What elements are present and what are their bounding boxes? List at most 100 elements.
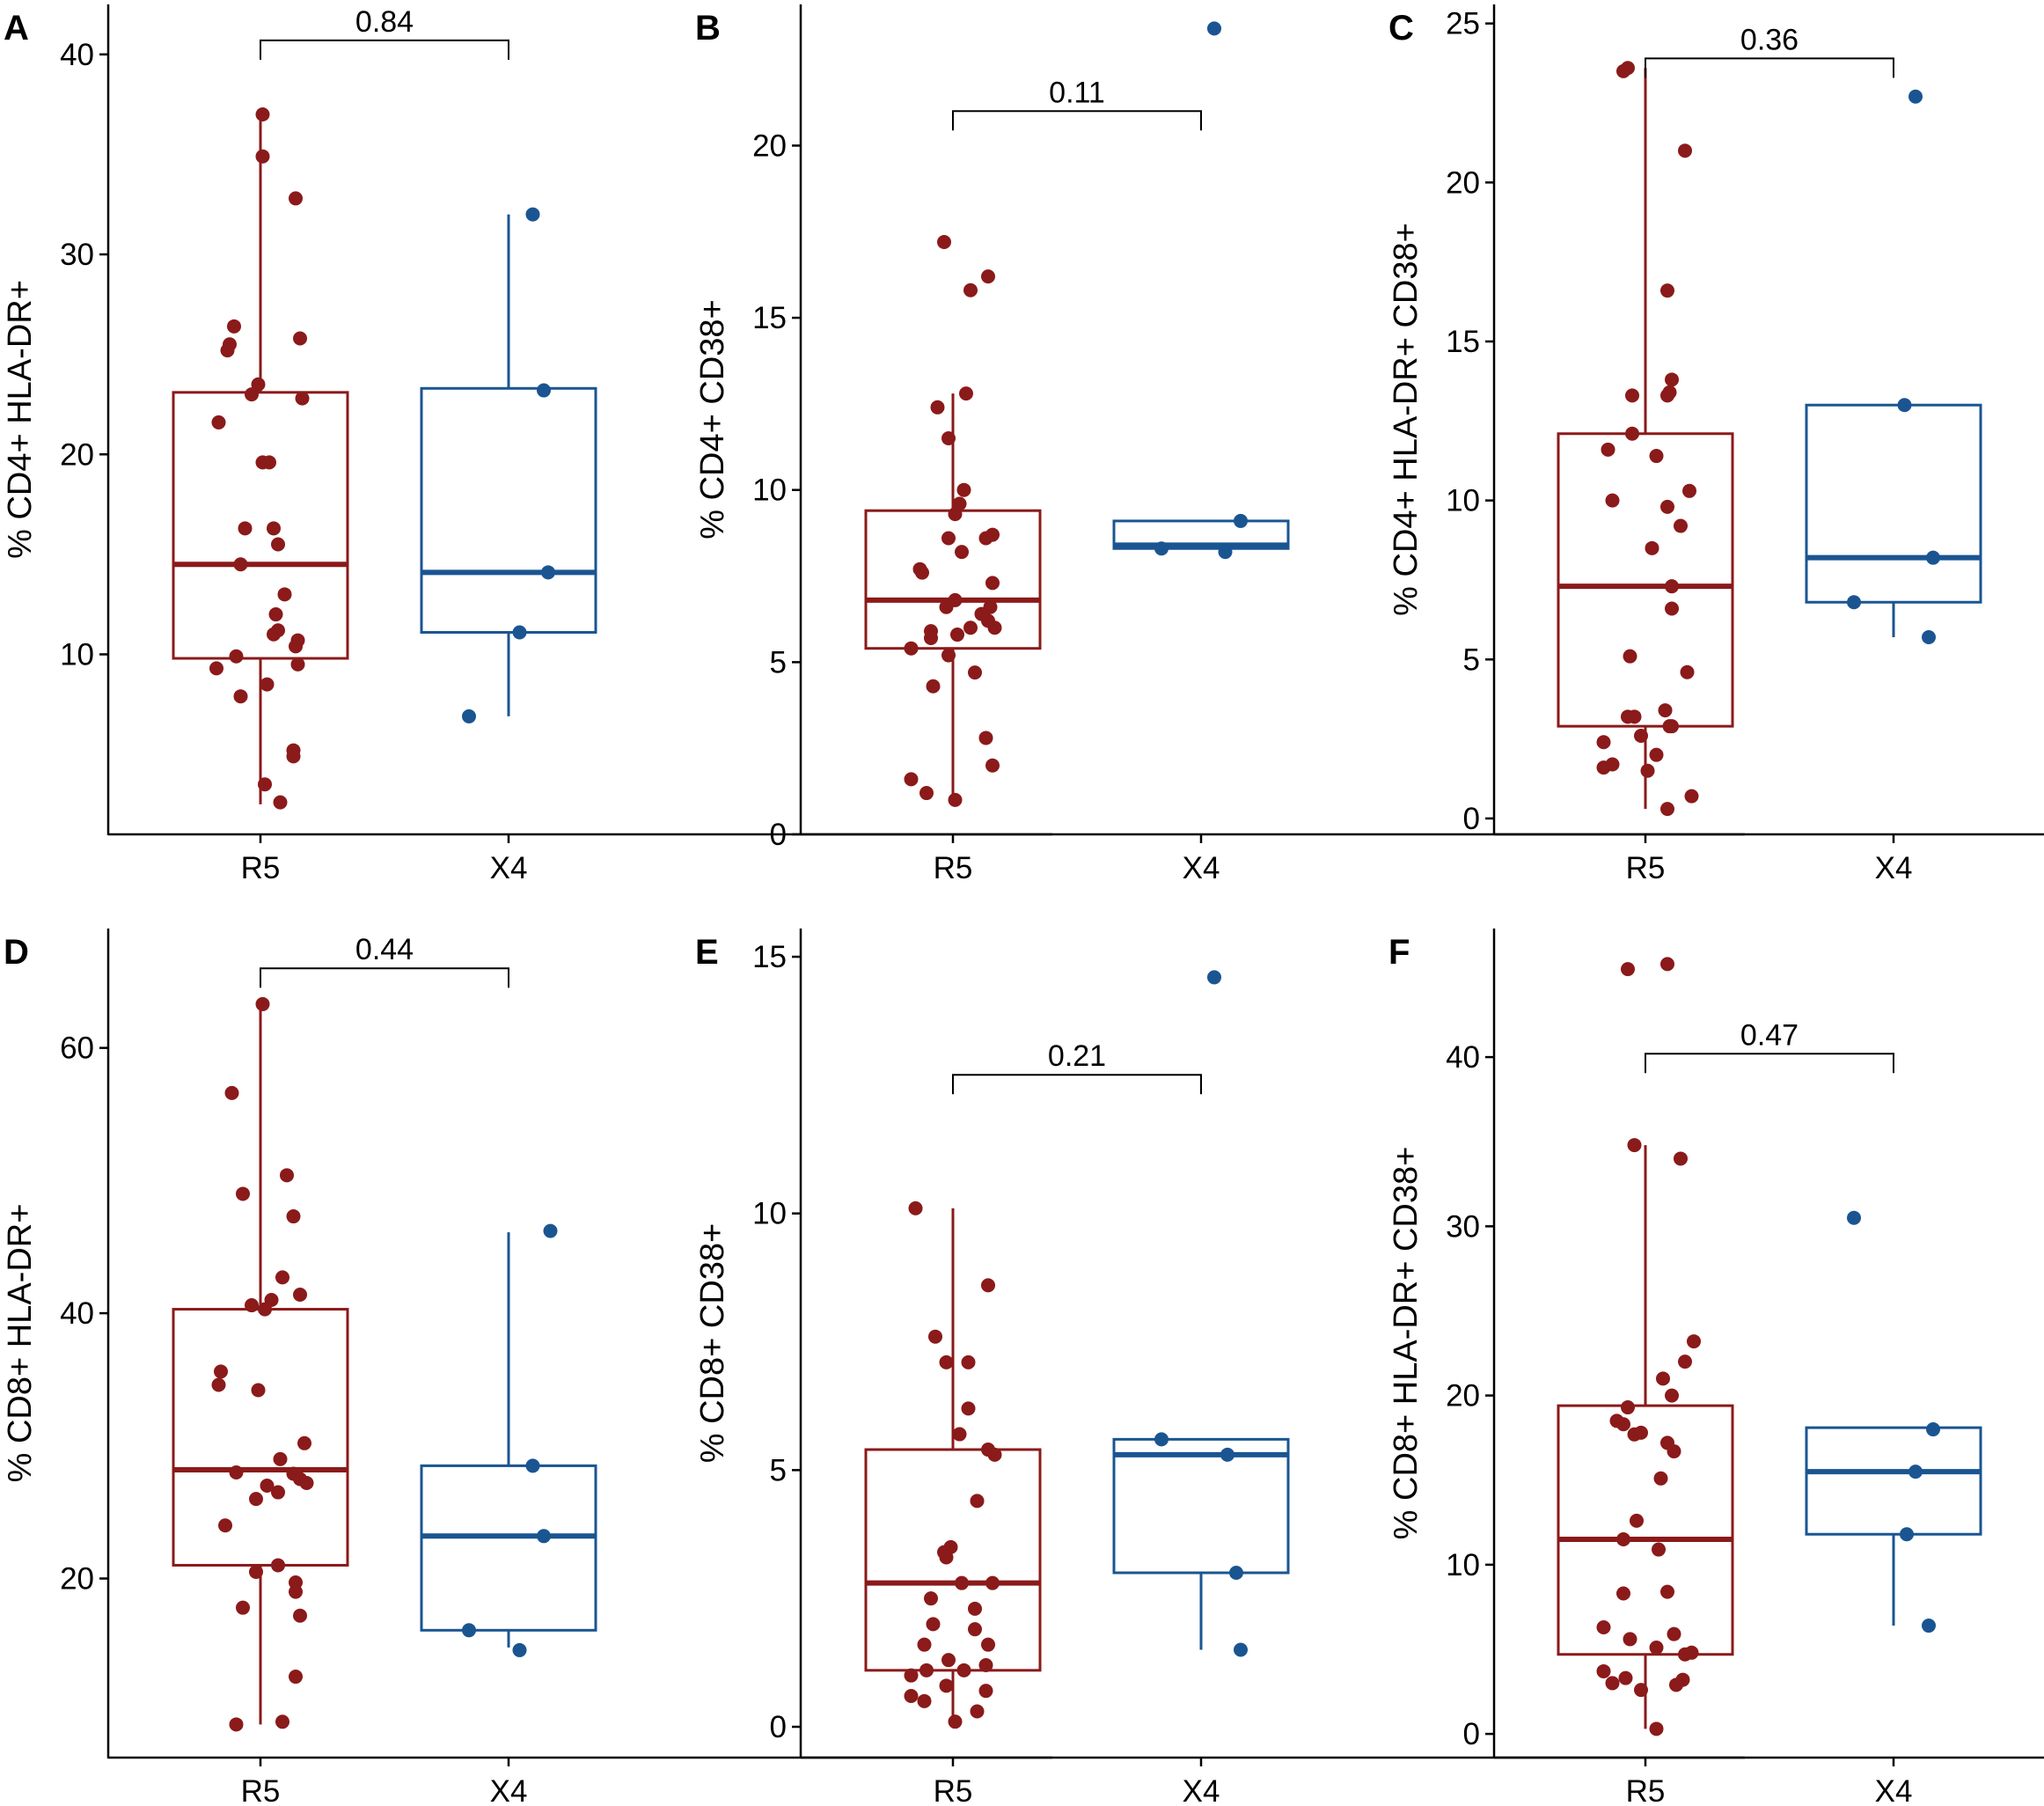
x-tick-label-R5: R5 [1626, 851, 1666, 885]
y-tick-label: 25 [1446, 7, 1480, 41]
data-point-R5 [968, 1622, 982, 1637]
data-point-X4 [525, 1458, 540, 1473]
data-point-X4 [1234, 513, 1248, 528]
data-point-R5 [948, 1714, 963, 1729]
data-point-R5 [229, 649, 244, 664]
data-point-R5 [1674, 1151, 1688, 1166]
data-point-R5 [214, 1364, 228, 1379]
data-point-R5 [978, 730, 993, 745]
data-point-R5 [1605, 493, 1620, 508]
y-tick-label: 30 [60, 238, 94, 272]
box-X4 [420, 1464, 597, 1632]
data-point-R5 [224, 1085, 239, 1100]
data-point-R5 [939, 1678, 954, 1693]
data-point-R5 [220, 343, 235, 358]
data-point-R5 [1618, 1670, 1633, 1685]
panel-letter: A [4, 9, 29, 48]
data-point-X4 [525, 207, 540, 222]
x-tick-label-X4: X4 [490, 1774, 528, 1806]
data-point-R5 [1627, 1138, 1642, 1153]
data-point-R5 [948, 592, 963, 607]
data-point-R5 [1596, 1663, 1611, 1678]
data-point-R5 [1667, 1444, 1681, 1459]
significance-bracket [1645, 1053, 1894, 1074]
box-X4 [1112, 1437, 1290, 1575]
data-point-R5 [1601, 442, 1615, 457]
data-point-R5 [1660, 1584, 1674, 1599]
box-R5 [172, 1308, 349, 1567]
data-point-X4 [1922, 629, 1936, 644]
data-point-R5 [924, 1591, 938, 1606]
data-point-X4 [1897, 398, 1912, 413]
y-axis-title: % CD8+ CD38+ [694, 1223, 731, 1463]
data-point-R5 [1616, 1532, 1630, 1547]
data-point-R5 [1616, 1417, 1630, 1432]
data-point-R5 [286, 749, 301, 764]
data-point-X4 [1926, 550, 1940, 565]
data-point-R5 [227, 319, 241, 334]
data-point-X4 [1926, 1422, 1940, 1437]
data-point-R5 [1621, 1400, 1635, 1415]
data-point-R5 [1623, 1632, 1637, 1647]
data-point-R5 [209, 661, 223, 676]
data-point-R5 [258, 777, 272, 792]
x-tick-label-X4: X4 [1875, 851, 1913, 885]
y-tick-label: 40 [1446, 1040, 1480, 1075]
data-point-R5 [1660, 802, 1674, 817]
box-R5 [1557, 1404, 1734, 1656]
y-tick-label: 5 [770, 1453, 787, 1487]
box-R5 [864, 509, 1042, 650]
data-point-R5 [1682, 483, 1696, 498]
data-point-R5 [908, 1200, 923, 1215]
data-point-R5 [926, 679, 941, 694]
data-point-R5 [1649, 1641, 1664, 1656]
data-point-X4 [1908, 89, 1923, 104]
data-point-X4 [1207, 970, 1221, 985]
data-point-R5 [1630, 1513, 1644, 1528]
data-point-R5 [968, 665, 982, 680]
data-point-R5 [956, 482, 971, 497]
data-point-X4 [537, 1529, 551, 1544]
data-point-R5 [245, 1298, 259, 1313]
data-point-R5 [1596, 760, 1611, 775]
y-tick-label: 5 [770, 645, 787, 679]
data-point-X4 [1900, 1527, 1914, 1542]
data-point-R5 [961, 1401, 976, 1416]
data-point-R5 [289, 639, 303, 654]
y-tick-label: 20 [752, 128, 787, 163]
y-axis-title: % CD8+ HLA-DR+ [2, 1204, 39, 1483]
data-point-R5 [262, 455, 276, 470]
data-point-R5 [985, 576, 1000, 591]
panel-E: E 0 5 10 15 R5 X4 % CD8+ CD38+ 0.21 [694, 929, 1745, 1806]
data-point-X4 [543, 1223, 558, 1238]
data-point-R5 [941, 648, 956, 663]
data-point-X4 [462, 1623, 476, 1638]
box-R5 [1557, 432, 1734, 728]
data-point-R5 [1665, 372, 1679, 387]
data-point-R5 [268, 607, 283, 622]
data-point-R5 [275, 1714, 289, 1729]
data-point-R5 [211, 1377, 226, 1392]
panel-letter: B [695, 9, 721, 48]
box-X4 [420, 386, 597, 634]
data-point-R5 [950, 628, 964, 642]
data-point-R5 [928, 1329, 942, 1344]
data-point-R5 [1596, 1619, 1611, 1634]
y-tick-label: 20 [1446, 1379, 1480, 1413]
data-point-R5 [255, 996, 270, 1011]
data-point-R5 [904, 772, 919, 787]
data-point-R5 [238, 521, 253, 536]
y-axis-title: % CD4+ HLA-DR+ [2, 280, 39, 559]
data-point-R5 [955, 1575, 969, 1590]
data-point-R5 [941, 531, 956, 546]
panel-letter: E [695, 933, 719, 972]
data-point-R5 [904, 1668, 919, 1683]
data-point-X4 [1218, 545, 1233, 560]
y-tick-label: 15 [752, 940, 787, 974]
data-point-X4 [1229, 1566, 1243, 1581]
p-value-label: 0.21 [1048, 1039, 1106, 1073]
data-point-R5 [961, 1354, 976, 1369]
x-tick-label-R5: R5 [241, 1774, 281, 1806]
data-point-R5 [255, 106, 270, 121]
y-tick-label: 10 [752, 1197, 787, 1231]
